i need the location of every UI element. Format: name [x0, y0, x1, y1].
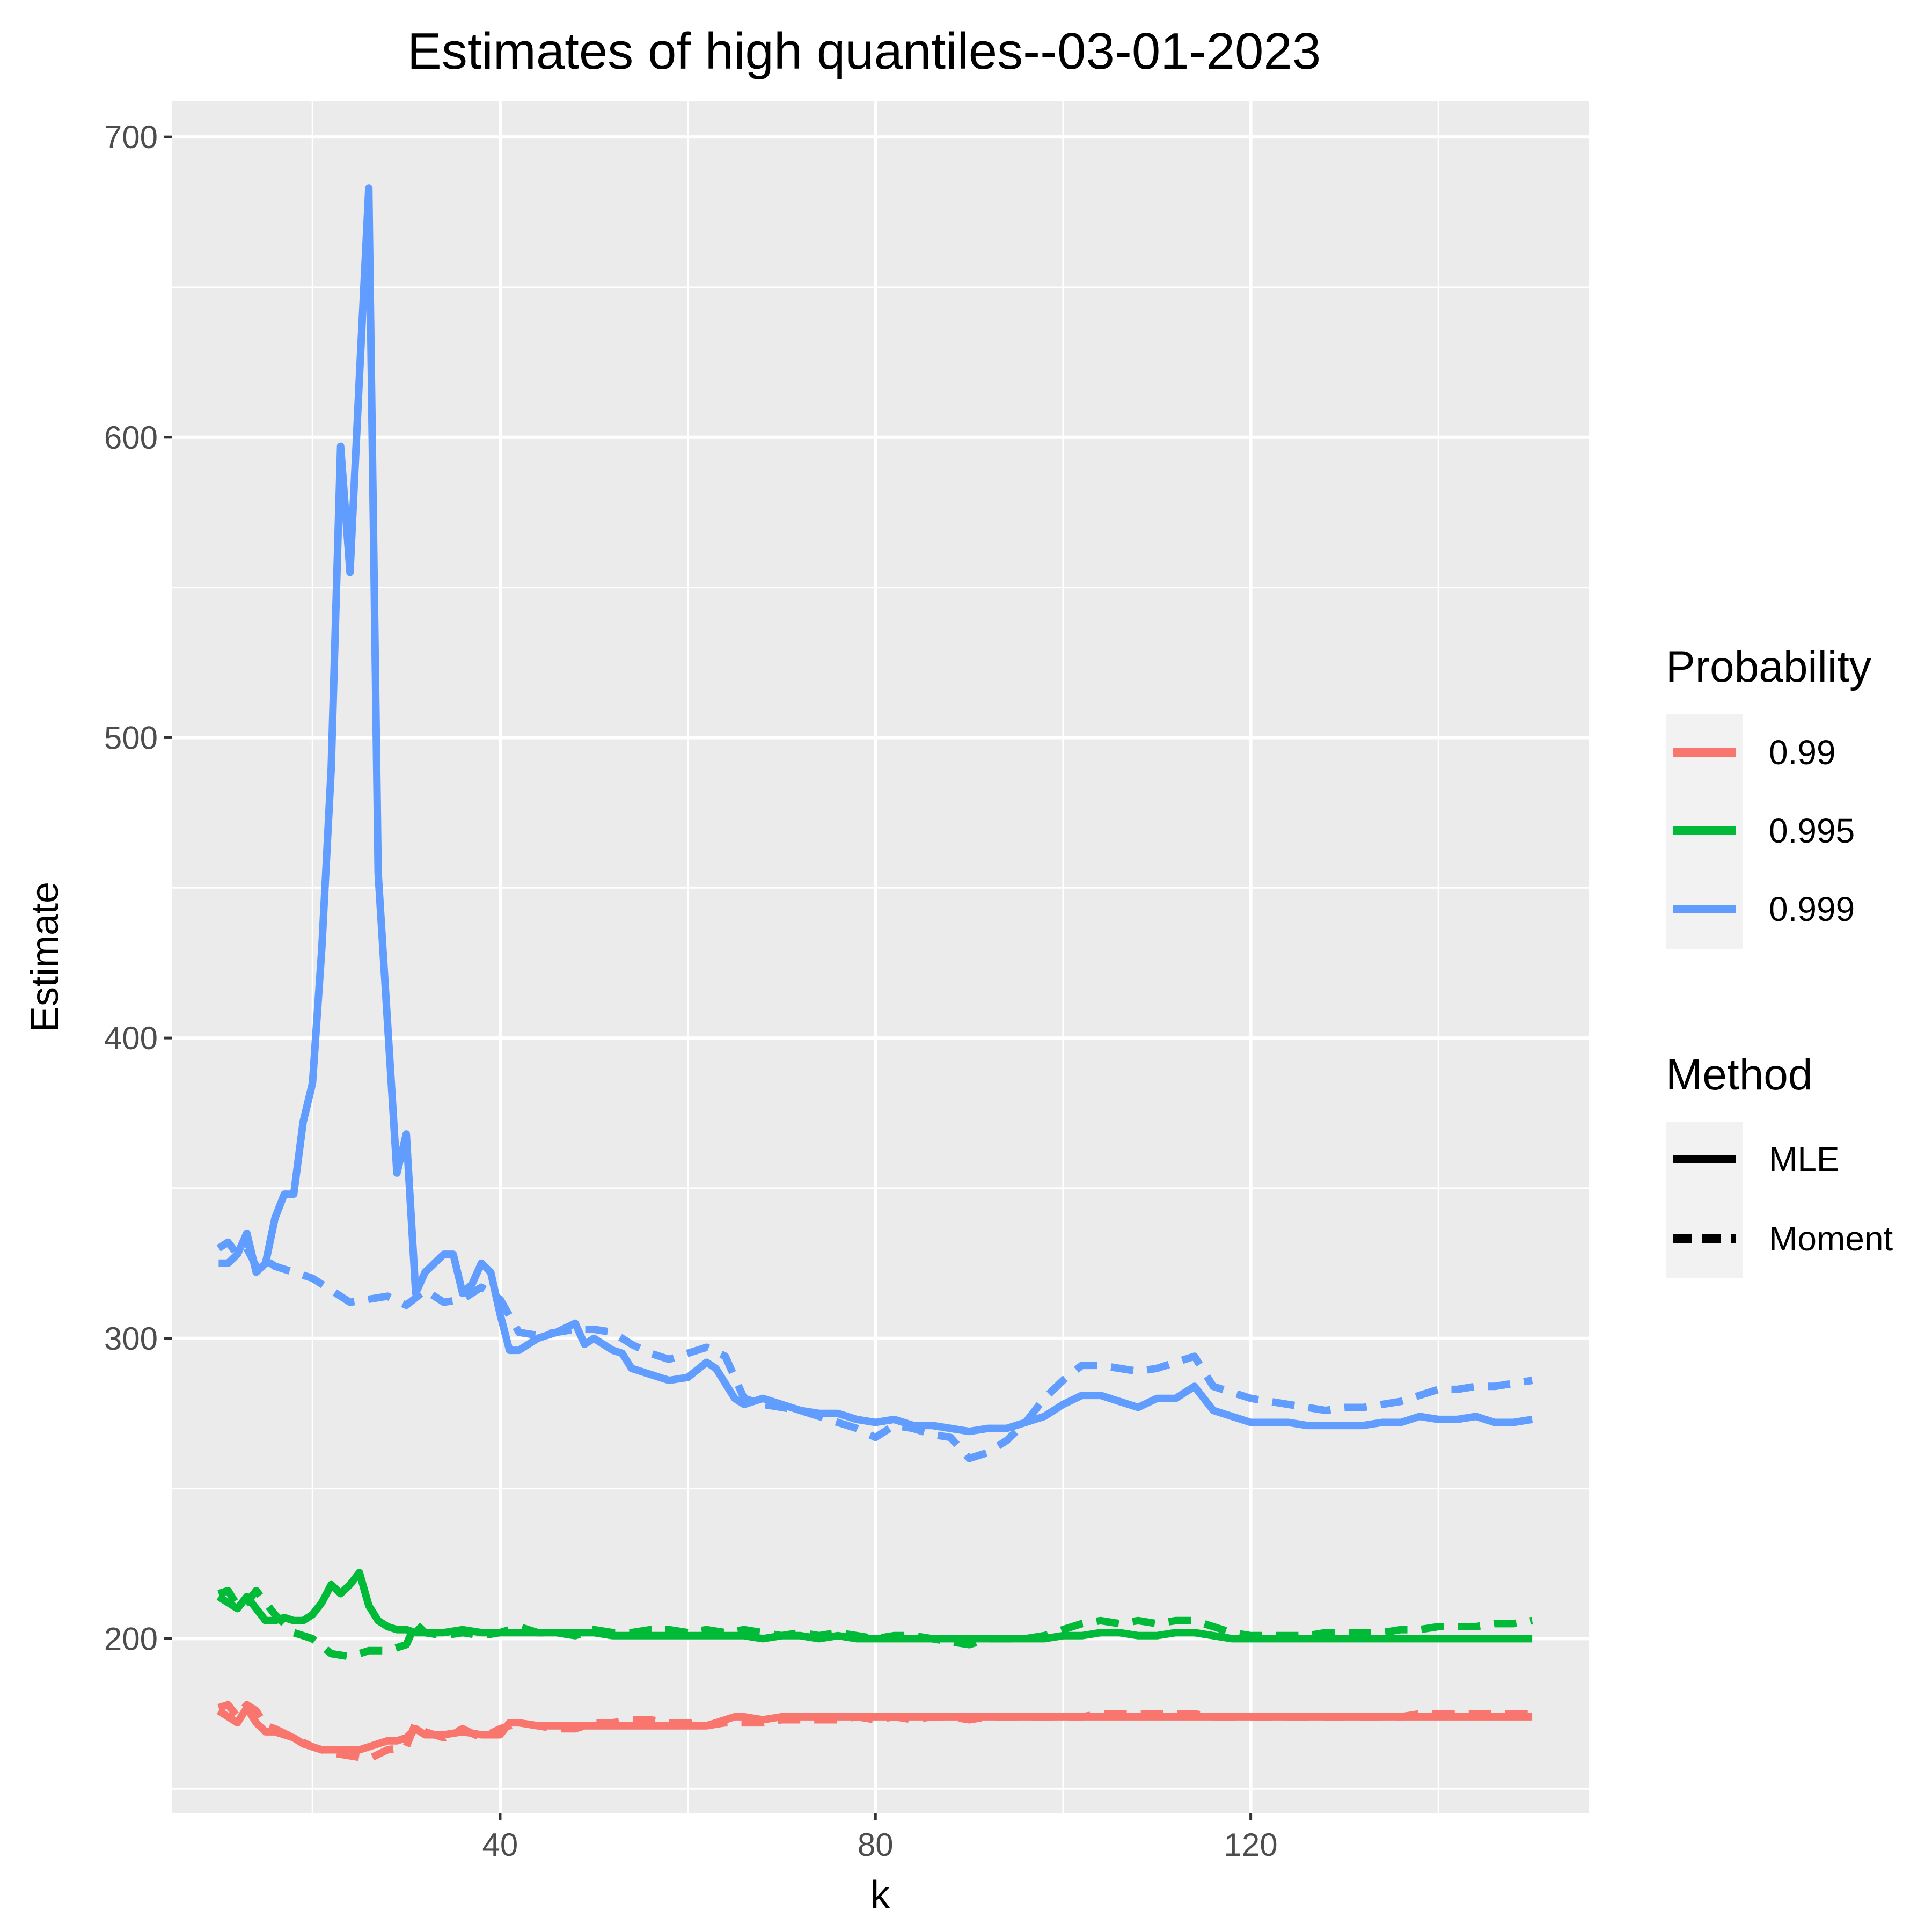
- x-tick-label: 120: [1224, 1827, 1278, 1863]
- y-axis-title: Estimate: [24, 882, 67, 1032]
- legend-method: Method MLE Moment: [1666, 1050, 1893, 1278]
- series-line-0.99-mle: [216, 1704, 1533, 1754]
- legend-title-method: Method: [1666, 1050, 1813, 1099]
- y-tick-label: 600: [104, 420, 158, 456]
- y-tick-label: 500: [104, 720, 158, 756]
- y-tick-label: 300: [104, 1321, 158, 1357]
- y-tick-label: 700: [104, 119, 158, 155]
- x-axis-ticks: 40 80 120: [482, 1813, 1278, 1863]
- x-tick-label: 40: [482, 1827, 518, 1863]
- series-line-0.999-moment: [216, 1238, 1533, 1462]
- legend-label-mle: MLE: [1769, 1140, 1840, 1179]
- series-line-0.999-mle: [218, 184, 1533, 1436]
- x-axis-title: k: [870, 1874, 890, 1916]
- minor-gridlines: [172, 101, 1589, 1813]
- y-axis-ticks: 200 300 400 500 600 700: [104, 119, 172, 1657]
- series-line-0.99-moment: [217, 1701, 1533, 1763]
- legend-label-0.999: 0.999: [1769, 890, 1855, 928]
- x-tick-label: 80: [858, 1827, 894, 1863]
- series-lines: [216, 184, 1533, 1763]
- chart-title: Estimates of high quantiles--03-01-2023: [407, 23, 1321, 80]
- plot-panel: [172, 101, 1589, 1813]
- major-gridlines: [172, 101, 1589, 1813]
- y-tick-label: 200: [104, 1621, 158, 1657]
- y-tick-label: 400: [104, 1020, 158, 1056]
- legend-label-moment: Moment: [1769, 1219, 1893, 1258]
- legend-label-0.99: 0.99: [1769, 733, 1836, 772]
- legend-title-probability: Probability: [1666, 642, 1871, 691]
- legend-key-background: [1666, 1122, 1743, 1278]
- legend-probability: Probability 0.99 0.995 0.999: [1666, 642, 1871, 949]
- legend-label-0.995: 0.995: [1769, 811, 1855, 850]
